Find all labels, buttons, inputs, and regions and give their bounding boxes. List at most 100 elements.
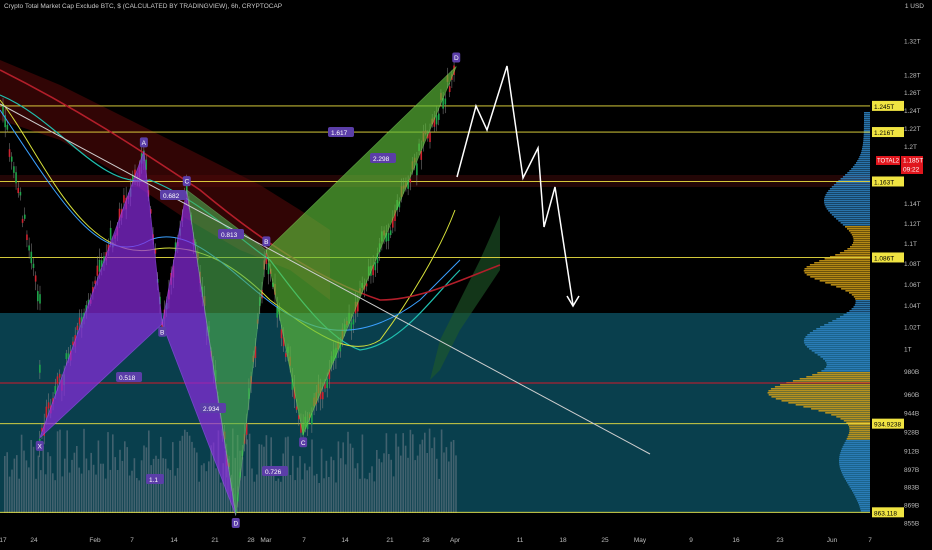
y-tick-label: 1.12T [904,221,921,228]
volume-profile-row [863,124,870,126]
volume-bar [198,481,200,513]
ratio-bg [262,466,288,476]
volume-bar [56,431,59,513]
volume-profile-row [810,276,870,278]
volume-profile-row [838,220,870,222]
volume-profile-row [854,494,870,496]
volume-bar [112,434,114,513]
volume-profile-row [836,318,870,320]
volume-profile-row [814,278,870,280]
candle [149,209,152,214]
candle [339,342,342,352]
volume-profile-row [852,490,870,492]
candle [374,262,377,271]
volume-bar [318,483,320,513]
price-marker: TOTAL2 1.185T 09:22 [876,156,923,174]
volume-profile-row [824,258,870,260]
volume-bar [64,458,66,513]
currency-unit[interactable]: 1 USD [904,3,924,10]
volume-profile-row [840,452,870,454]
volume-bar [409,429,412,513]
volume-bar [452,440,455,513]
volume-profile-row [841,472,870,474]
volume-profile-row [844,442,870,444]
volume-bar [11,469,13,513]
volume-bar [40,470,42,513]
x-tick-label: 14 [170,537,178,544]
pattern-point-B: B [158,326,167,337]
volume-profile-row [803,406,870,408]
volume-profile-row [814,262,870,264]
volume-profile-row [859,506,870,508]
candle [109,227,112,240]
volume-profile-row [849,292,870,294]
volume-bar [128,475,131,513]
volume-bar [304,463,306,513]
volume-profile-row [830,284,870,286]
volume-bar [448,461,450,513]
volume-profile-row [847,228,870,230]
volume-profile-row [771,396,870,398]
volume-profile-row [848,424,870,426]
ratio-bg [160,190,186,200]
volume-profile-row [829,188,870,190]
volume-bar [140,460,143,513]
volume-bar [308,466,311,513]
candle [442,97,444,109]
candle [87,299,90,305]
volume-bar [85,458,88,513]
volume-profile-row [825,206,870,208]
volume-profile-row [807,334,870,336]
volume-bar [371,466,373,513]
volume-bar [294,480,296,513]
volume-profile-row [849,430,870,432]
volume-bar [76,446,78,513]
volume-bar [42,446,44,513]
candle [4,115,6,128]
volume-bar [25,460,28,513]
ratio-badge: 2.934 [200,403,226,413]
volume-profile-row [839,462,870,464]
point-label: X [38,443,43,450]
volume-bar [289,475,292,513]
point-badge [231,518,240,529]
price-marker-name-bg [876,156,900,165]
volume-bar [32,446,35,513]
volume-bar [349,443,352,513]
volume-bar [68,472,71,513]
candle [19,191,22,196]
candle [15,172,17,184]
volume-profile-row [843,314,870,316]
volume-bar [71,459,73,513]
volume-profile-row [809,332,870,334]
x-tick-label: Mar [260,537,272,544]
point-badge [35,440,44,451]
pattern-point-D: D [231,518,240,529]
volume-profile-row [851,308,870,310]
volume-profile-row [858,158,870,160]
volume-profile-row [861,150,870,152]
candle [282,337,285,347]
volume-bar [450,441,452,513]
volume-profile-row [863,142,870,144]
volume-profile-row [819,280,870,282]
volume-bar [438,478,440,513]
volume-profile-row [863,132,870,134]
volume-bar [80,473,83,513]
volume-bar [184,429,186,513]
volume-bar [212,442,215,513]
candle [365,283,368,287]
point-label: B [264,239,268,246]
volume-bar [440,429,443,513]
volume-profile-row [836,218,870,220]
volume-bar [196,452,198,513]
candle [435,115,438,125]
volume-bar [426,453,428,513]
volume-profile-row [849,170,870,172]
volume-bar [258,444,260,513]
candle [392,217,394,228]
volume-bar [52,473,54,513]
y-tick-label: 980B [904,369,919,376]
